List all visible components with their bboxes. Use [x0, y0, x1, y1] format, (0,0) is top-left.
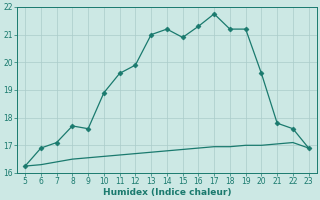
X-axis label: Humidex (Indice chaleur): Humidex (Indice chaleur) [103, 188, 231, 197]
